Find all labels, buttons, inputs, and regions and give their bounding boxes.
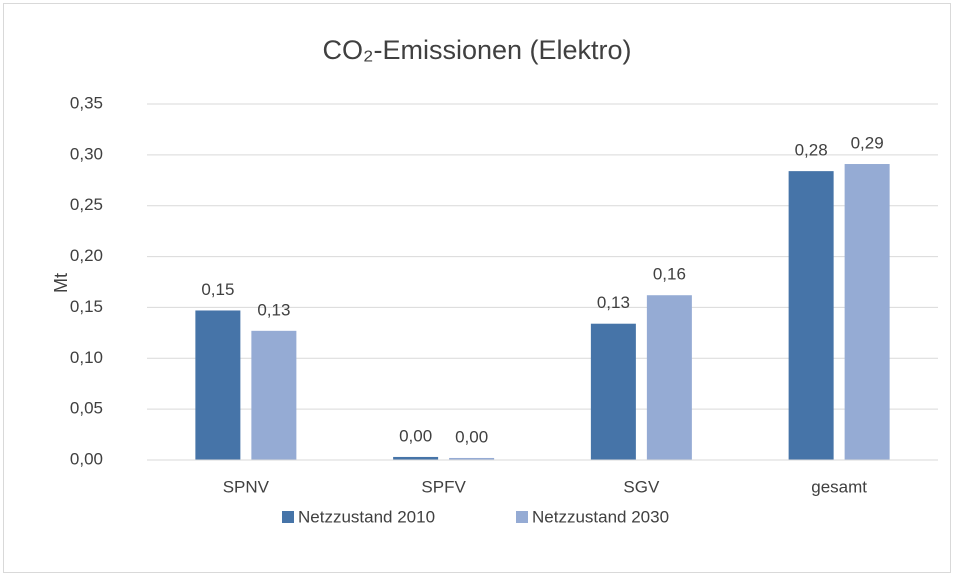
- y-axis-label: Mt: [51, 273, 71, 293]
- y-tick-label: 0,25: [70, 195, 103, 214]
- y-tick-label: 0,10: [70, 348, 103, 367]
- data-label: 0,28: [795, 141, 828, 160]
- data-label: 0,13: [597, 293, 630, 312]
- x-tick-label: SPNV: [223, 477, 270, 496]
- chart-title: CO₂-Emissionen (Elektro): [322, 35, 631, 65]
- legend-label: Netzzustand 2030: [532, 507, 669, 526]
- y-tick-label: 0,20: [70, 246, 103, 265]
- data-label: 0,15: [201, 280, 234, 299]
- bar: [251, 330, 297, 460]
- data-label: 0,00: [455, 427, 488, 446]
- data-label: 0,13: [257, 300, 290, 319]
- bar: [590, 323, 636, 460]
- legend-swatch: [282, 511, 294, 523]
- data-label: 0,29: [851, 133, 884, 152]
- bar: [788, 171, 834, 461]
- y-tick-label: 0,00: [70, 449, 103, 468]
- y-tick-label: 0,15: [70, 297, 103, 316]
- data-label: 0,00: [399, 426, 432, 445]
- y-tick-label: 0,30: [70, 144, 103, 163]
- y-tick-label: 0,35: [70, 93, 103, 112]
- bar: [393, 456, 439, 460]
- x-tick-label: SGV: [623, 477, 660, 496]
- data-label: 0,16: [653, 265, 686, 284]
- y-tick-label: 0,05: [70, 399, 103, 418]
- x-tick-label: gesamt: [811, 477, 867, 496]
- bar: [844, 164, 890, 461]
- bar: [646, 295, 692, 460]
- legend-label: Netzzustand 2010: [298, 507, 435, 526]
- x-tick-label: SPFV: [421, 477, 466, 496]
- legend-swatch: [516, 511, 528, 523]
- bar: [449, 457, 495, 460]
- bar: [195, 310, 241, 460]
